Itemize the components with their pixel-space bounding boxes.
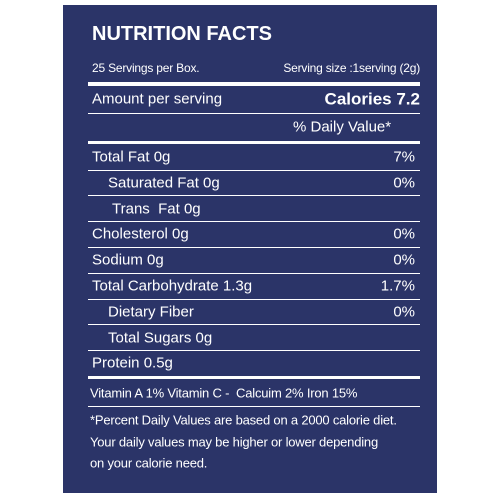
title: NUTRITION FACTS bbox=[92, 23, 272, 45]
rule bbox=[88, 324, 420, 326]
nutrient-label: Dietary Fiber bbox=[108, 303, 194, 321]
rule bbox=[88, 195, 420, 197]
rule bbox=[88, 298, 420, 300]
rule bbox=[88, 141, 420, 144]
rule bbox=[88, 406, 420, 407]
nutrient-label: Total Carbohydrate 1.3g bbox=[92, 277, 253, 295]
nutrient-label: Total Sugars 0g bbox=[108, 329, 213, 347]
rule bbox=[88, 246, 420, 248]
nutrient-label: Protein 0.5g bbox=[92, 354, 173, 372]
vitamins: Vitamin A 1% Vitamin C - Calcuim 2% Iron… bbox=[90, 385, 358, 401]
nutrient-value: 0% bbox=[393, 303, 415, 321]
rule bbox=[88, 376, 420, 379]
footnote-line: on your calorie need. bbox=[90, 455, 208, 471]
rule bbox=[88, 169, 420, 171]
nutrient-label: Total Fat 0g bbox=[92, 148, 171, 166]
nutrient-value: 7% bbox=[393, 148, 415, 166]
rule bbox=[88, 113, 420, 114]
rule bbox=[88, 221, 420, 223]
amount-label: Amount per serving bbox=[92, 90, 223, 108]
nutrient-label: Trans Fat 0g bbox=[112, 200, 201, 218]
daily-value-header: % Daily Value* bbox=[293, 118, 392, 136]
calories: Calories 7.2 bbox=[324, 89, 420, 109]
rule bbox=[88, 82, 420, 86]
nutrition-label: NUTRITION FACTS 25 Servings per Box. Ser… bbox=[63, 5, 437, 493]
nutrient-label: Cholesterol 0g bbox=[92, 225, 189, 243]
nutrient-label: Sodium 0g bbox=[92, 251, 164, 269]
footnote-line: *Percent Daily Values are based on a 200… bbox=[90, 412, 397, 428]
nutrient-value: 0% bbox=[393, 174, 415, 192]
rule bbox=[88, 350, 420, 352]
nutrient-value: 0% bbox=[393, 251, 415, 269]
servings: 25 Servings per Box. bbox=[92, 61, 200, 75]
nutrient-value: 1.7% bbox=[380, 277, 415, 295]
serving-size: Serving size :1serving (2g) bbox=[283, 61, 420, 75]
nutrient-value: 0% bbox=[393, 225, 415, 243]
rule bbox=[88, 272, 420, 274]
footnote-line: Your daily values may be higher or lower… bbox=[90, 434, 378, 450]
nutrient-label: Saturated Fat 0g bbox=[108, 174, 220, 192]
